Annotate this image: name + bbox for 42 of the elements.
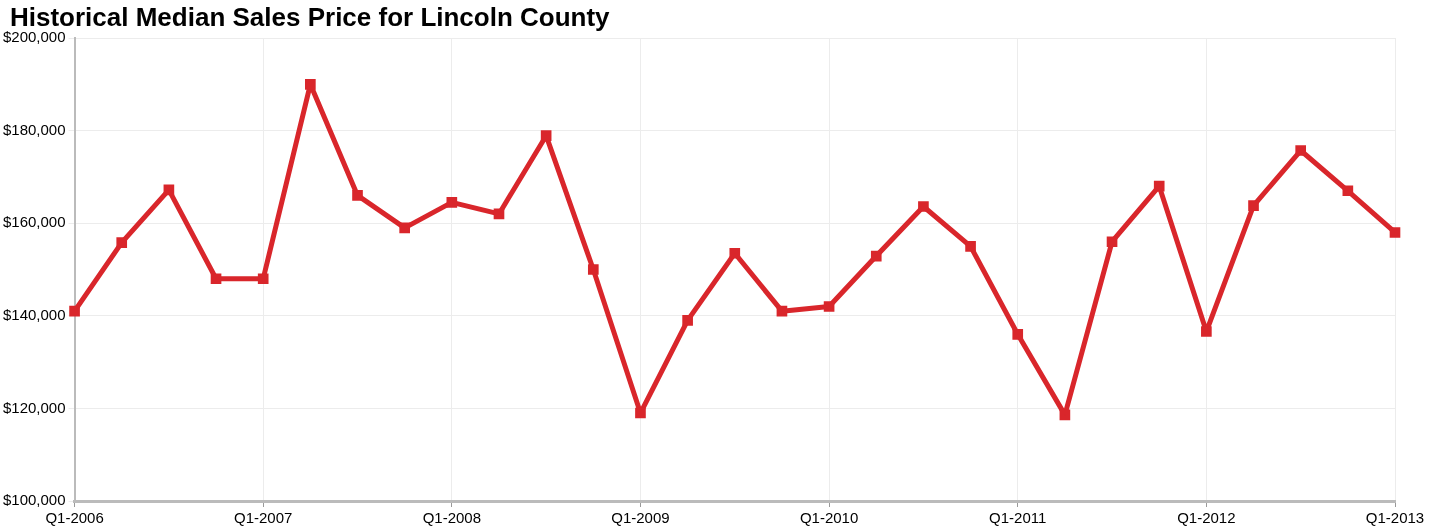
point [163, 184, 175, 196]
x-tick-label: Q1-2012 [1177, 509, 1236, 527]
point [257, 273, 269, 285]
x-tick-label: Q1-2013 [1365, 509, 1425, 527]
point [1342, 185, 1354, 197]
point [116, 237, 128, 248]
point [682, 315, 693, 326]
y-tick-label: $140,000 [2, 305, 66, 323]
point [1059, 409, 1071, 421]
point [1106, 236, 1118, 248]
point [446, 197, 458, 208]
point [1153, 180, 1165, 192]
point [918, 201, 929, 212]
point [210, 273, 222, 285]
point [1012, 328, 1024, 340]
point [69, 305, 80, 317]
y-tick-label: $180,000 [2, 120, 66, 138]
x-tick-label: Q1-2006 [45, 509, 104, 527]
point [493, 208, 505, 220]
point [587, 264, 599, 275]
x-tick-label: Q1-2011 [989, 509, 1047, 527]
x-tick-label: Q1-2008 [422, 509, 482, 527]
point [965, 241, 976, 252]
point [399, 222, 410, 234]
y-tick-label: $100,000 [2, 491, 66, 509]
point [352, 190, 363, 201]
x-tick-label: Q1-2010 [799, 509, 859, 527]
point [1201, 326, 1212, 337]
point [1248, 200, 1259, 211]
y-tick-label: $120,000 [2, 398, 66, 416]
point [729, 247, 741, 259]
point [776, 305, 788, 317]
point [540, 130, 552, 142]
point [1295, 145, 1307, 156]
x-tick-label: Q1-2007 [234, 509, 293, 527]
point [1389, 227, 1401, 238]
x-tick-label: Q1-2009 [611, 509, 670, 527]
point [635, 407, 646, 419]
point [870, 250, 882, 262]
point [305, 78, 316, 90]
y-tick-label: $160,000 [2, 213, 66, 231]
point [823, 301, 835, 312]
